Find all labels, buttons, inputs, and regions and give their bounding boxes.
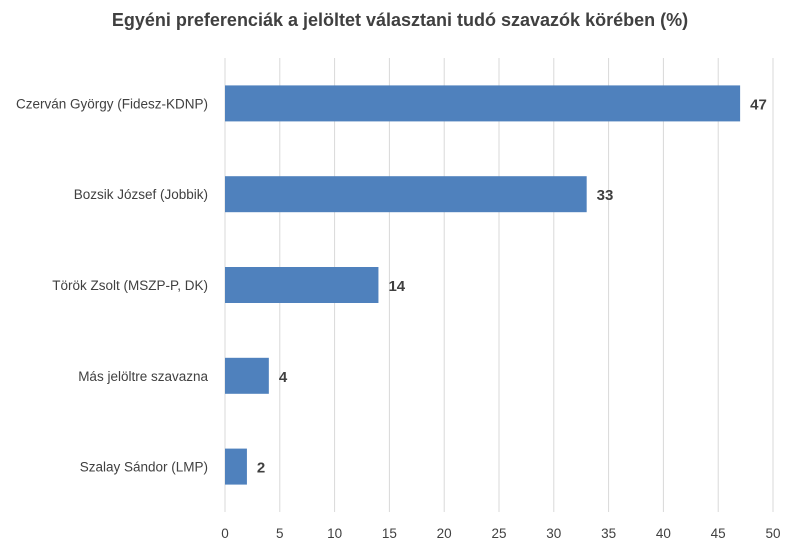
category-label: Bozsik József (Jobbik) <box>74 187 208 202</box>
bar <box>225 176 587 213</box>
x-tick-label: 10 <box>327 526 342 541</box>
data-label: 33 <box>597 187 614 204</box>
x-tick-label: 50 <box>765 526 780 541</box>
category-label: Czerván György (Fidesz-KDNP) <box>16 96 208 111</box>
x-tick-label: 15 <box>382 526 397 541</box>
chart-title: Egyéni preferenciák a jelöltet választan… <box>111 10 689 30</box>
x-tick-label: 20 <box>437 526 452 541</box>
x-tick-label: 40 <box>656 526 671 541</box>
x-tick-label: 5 <box>276 526 284 541</box>
x-tick-label: 35 <box>601 526 616 541</box>
data-label: 4 <box>279 369 288 386</box>
category-label: Török Zsolt (MSZP-P, DK) <box>52 278 208 293</box>
category-label: Más jelöltre szavazna <box>78 369 208 384</box>
category-label: Szalay Sándor (LMP) <box>80 460 208 475</box>
x-tick-label: 0 <box>221 526 229 541</box>
x-tick-label: 30 <box>546 526 561 541</box>
bars <box>225 85 741 485</box>
bar <box>225 357 269 394</box>
labels: 0 5 10 15 20 25 30 35 40 45 50 Czerván György (Fide… <box>16 96 781 541</box>
x-tick-label: 45 <box>711 526 726 541</box>
x-tick-label: 25 <box>491 526 506 541</box>
data-label: 47 <box>750 96 767 113</box>
bar <box>225 448 247 485</box>
data-label: 2 <box>257 460 265 477</box>
bar <box>225 85 741 122</box>
data-label: 14 <box>388 278 405 295</box>
bar <box>225 267 379 303</box>
